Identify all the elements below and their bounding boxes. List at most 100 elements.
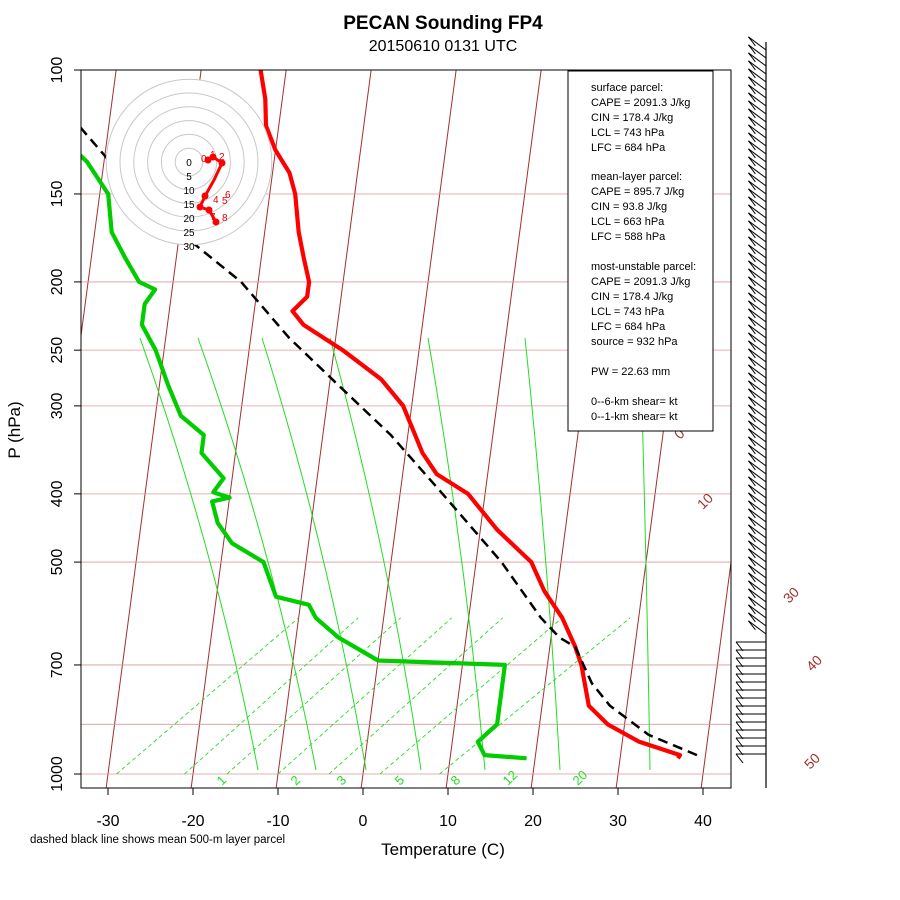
stat-line: CIN = 178.4 J/kg [591, 112, 673, 124]
x-tick-label: -30 [96, 813, 119, 830]
wind-barb-flag [748, 260, 756, 271]
mixing-ratio-label: 20 [570, 767, 591, 788]
isotherm-label: 40 [803, 652, 825, 674]
wind-barb [748, 452, 767, 467]
hodo-ring-label: 30 [183, 242, 195, 253]
stat-line: most-unstable parcel: [591, 261, 696, 273]
moist-adiabat-line [197, 337, 317, 771]
x-tick-label: -10 [266, 813, 289, 830]
wind-barb-flag [748, 620, 756, 631]
wind-barb [748, 252, 767, 267]
wind-barb [748, 172, 767, 187]
wind-barb-flag [748, 604, 756, 615]
wind-barb [748, 596, 767, 611]
wind-barb-flag [748, 380, 756, 391]
wind-barb [748, 60, 767, 75]
wind-barb-flag [748, 44, 756, 55]
hodo-point-label: 1 [210, 150, 216, 161]
wind-barb-flag [748, 404, 756, 415]
moist-adiabat-line [139, 337, 259, 771]
wind-barb [748, 380, 767, 395]
moist-adiabat-lines [139, 337, 651, 771]
wind-barb [748, 276, 767, 291]
wind-barb-flag [748, 68, 756, 79]
isotherm-line [275, 70, 372, 788]
hodo-ring-label: 5 [186, 172, 192, 183]
wind-barb-staff [735, 36, 767, 788]
wind-barb-flag [748, 420, 756, 431]
hodo-ring-label: 20 [183, 214, 195, 225]
wind-barb-flag [748, 596, 756, 607]
wind-barb-flag [748, 212, 756, 223]
wind-barb [748, 236, 767, 251]
wind-barb-flag [748, 492, 756, 503]
x-tick-label: 40 [694, 813, 712, 830]
stat-line: LFC = 684 hPa [591, 321, 666, 333]
mixing-ratio-line [116, 617, 299, 775]
wind-barb [748, 340, 767, 355]
x-axis: -30 -20 -10 0 10 20 30 40 [96, 788, 712, 830]
wind-barb-flag [748, 132, 756, 143]
mixing-ratio-label: 5 [392, 772, 408, 788]
moist-adiabat-line [427, 337, 486, 771]
wind-barb-flag [748, 244, 756, 255]
wind-barb [748, 580, 767, 595]
wind-barb [748, 100, 767, 115]
y-tick-label: 500 [49, 549, 66, 576]
hodo-ring-label: 10 [183, 186, 195, 197]
wind-barb-flag [748, 428, 756, 439]
wind-barb-flag [748, 396, 756, 407]
wind-barb-flag [748, 348, 756, 359]
wind-barb-flag [748, 556, 756, 567]
wind-barb-flag [748, 484, 756, 495]
wind-barb [748, 476, 767, 491]
wind-barb [748, 244, 767, 259]
wind-barb [748, 588, 767, 603]
wind-barb [748, 36, 767, 51]
wind-barb-flag [748, 548, 756, 559]
wind-barb-flag [748, 356, 756, 367]
wind-barb-flag [748, 436, 756, 447]
wind-barb-flag [748, 156, 756, 167]
y-tick-label: 700 [49, 652, 66, 679]
wind-barb [748, 620, 767, 635]
wind-barb-flag [748, 412, 756, 423]
wind-barb [748, 372, 767, 387]
wind-barb [748, 364, 767, 379]
y-tick-label: 100 [49, 57, 66, 84]
hodo-point-label: 6 [225, 190, 231, 201]
wind-barb-flag [748, 332, 756, 343]
wind-barb [748, 556, 767, 571]
wind-barb-flag [748, 452, 756, 463]
stat-line: PW = 22.63 mm [591, 366, 670, 378]
stat-line: CIN = 178.4 J/kg [591, 291, 673, 303]
wind-barb-flag [748, 580, 756, 591]
wind-barb-flag [748, 292, 756, 303]
wind-barb-flag [748, 460, 756, 471]
mixing-ratio-line [439, 617, 631, 775]
y-tick-label: 200 [49, 268, 66, 295]
wind-barb-flag [748, 372, 756, 383]
wind-barb [748, 164, 767, 179]
wind-barb [748, 516, 767, 531]
stat-line: source = 932 hPa [591, 336, 678, 348]
wind-barb-flag [748, 204, 756, 215]
x-tick-label: 10 [439, 813, 457, 830]
chart-subtitle: 20150610 0131 UTC [369, 38, 518, 55]
y-tick-label: 300 [49, 392, 66, 419]
wind-barb-flag [748, 60, 756, 71]
mixing-ratio-label: 2 [288, 772, 304, 788]
moist-adiabat-line [261, 337, 367, 771]
wind-barb [748, 284, 767, 299]
wind-barb [748, 548, 767, 563]
stat-line: CAPE = 2091.3 J/kg [591, 276, 690, 288]
wind-barb [748, 460, 767, 475]
stat-line: LCL = 663 hPa [591, 216, 665, 228]
wind-barb-flag [748, 508, 756, 519]
wind-barb-flag [748, 500, 756, 511]
wind-barb-flag [748, 468, 756, 479]
stat-line: LCL = 743 hPa [591, 306, 665, 318]
wind-barb [748, 324, 767, 339]
wind-barb [748, 204, 767, 219]
wind-barb [748, 92, 767, 107]
